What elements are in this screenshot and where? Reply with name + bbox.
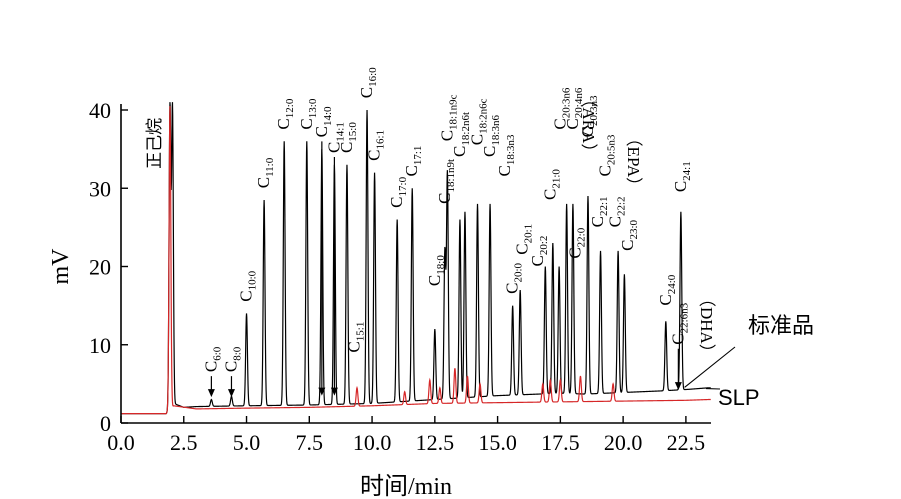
x-tick-label: 2.5 [170, 430, 198, 455]
peak-annotation: （EPA） [624, 130, 643, 195]
peak-label: C18:3n6 [480, 115, 502, 157]
solvent-label: 正己烷 [145, 118, 164, 169]
peak-label: C20:4n6 [563, 87, 585, 129]
peak-annotation: （ARA） [579, 90, 598, 160]
x-tick-label: 5.0 [233, 430, 261, 455]
peak-label: C17:1 [402, 146, 424, 177]
peak-label: C10:0 [237, 270, 259, 301]
y-tick-label: 20 [89, 255, 111, 280]
x-tick-label: 22.5 [667, 430, 706, 455]
peak-annotation: （DHA） [697, 290, 716, 361]
peak-arrow-head [674, 382, 682, 391]
series-line-slp [121, 106, 711, 415]
peak-label: C18:2n6t [450, 112, 472, 157]
peak-label: C14:0 [312, 106, 334, 137]
peak-label: C16:1 [365, 130, 387, 161]
peak-label: C18:3n3 [495, 134, 517, 176]
y-axis-title: mV [48, 248, 74, 285]
x-tick-label: 17.5 [541, 430, 580, 455]
peak-label: C8:0 [221, 346, 243, 372]
peak-label: C20:5n3 [596, 134, 618, 176]
x-tick-label: 20.0 [604, 430, 643, 455]
peak-label: C15:1 [344, 322, 366, 353]
peak-label: C22:1 [588, 196, 610, 227]
peak-label: C23:0 [618, 219, 640, 250]
peak-label: C6:0 [201, 346, 223, 372]
legend-leader-standard [684, 346, 736, 388]
peak-label: C21:0 [540, 169, 562, 200]
peak-label: C20:3n6 [550, 87, 572, 129]
peak-label: C20:1 [513, 224, 535, 255]
peak-arrow-head [227, 389, 235, 398]
peak-label: C13:0 [297, 98, 319, 129]
y-tick-label: 10 [89, 333, 111, 358]
peak-label: C18:1n9t [435, 159, 457, 204]
peak-label: C12:0 [274, 98, 296, 129]
peak-label: C22:2 [606, 196, 628, 227]
peak-label: C14:1 [324, 122, 346, 153]
peak-arrow-head [207, 389, 215, 398]
peak-label: C17:0 [387, 176, 409, 207]
peak-label: C16:0 [357, 67, 379, 98]
legend-label-standard: 标准品 [748, 313, 814, 338]
peak-label: C24:0 [656, 274, 678, 305]
x-tick-label: 12.5 [416, 430, 455, 455]
peak-label: C20:3n3 [578, 95, 600, 137]
legend-label-slp: SLP [718, 385, 760, 410]
peak-label: C18:2n6c [468, 98, 490, 145]
x-tick-label: 10.0 [353, 430, 392, 455]
y-tick-label: 0 [100, 411, 111, 436]
peak-label: C15:0 [337, 122, 359, 153]
x-axis-title: 时间/min [360, 473, 452, 499]
y-tick-label: 30 [89, 176, 111, 201]
peak-label: C24:1 [671, 161, 693, 192]
x-tick-label: 7.5 [296, 430, 324, 455]
x-tick-label: 15.0 [478, 430, 517, 455]
peak-arrow-head [330, 387, 338, 396]
peak-arrow-head [318, 387, 326, 396]
peak-label: C20:0 [503, 262, 525, 293]
x-tick-label: 0.0 [107, 430, 135, 455]
peak-label: C20:2 [528, 236, 550, 267]
peak-label: C11:0 [254, 157, 276, 188]
peak-label: C18:0 [425, 255, 447, 286]
peak-label: C22:6n3 [668, 302, 690, 344]
peak-label: C22:0 [565, 227, 587, 258]
peak-label: C18:1n9c [437, 94, 459, 141]
y-tick-label: 40 [89, 98, 111, 123]
